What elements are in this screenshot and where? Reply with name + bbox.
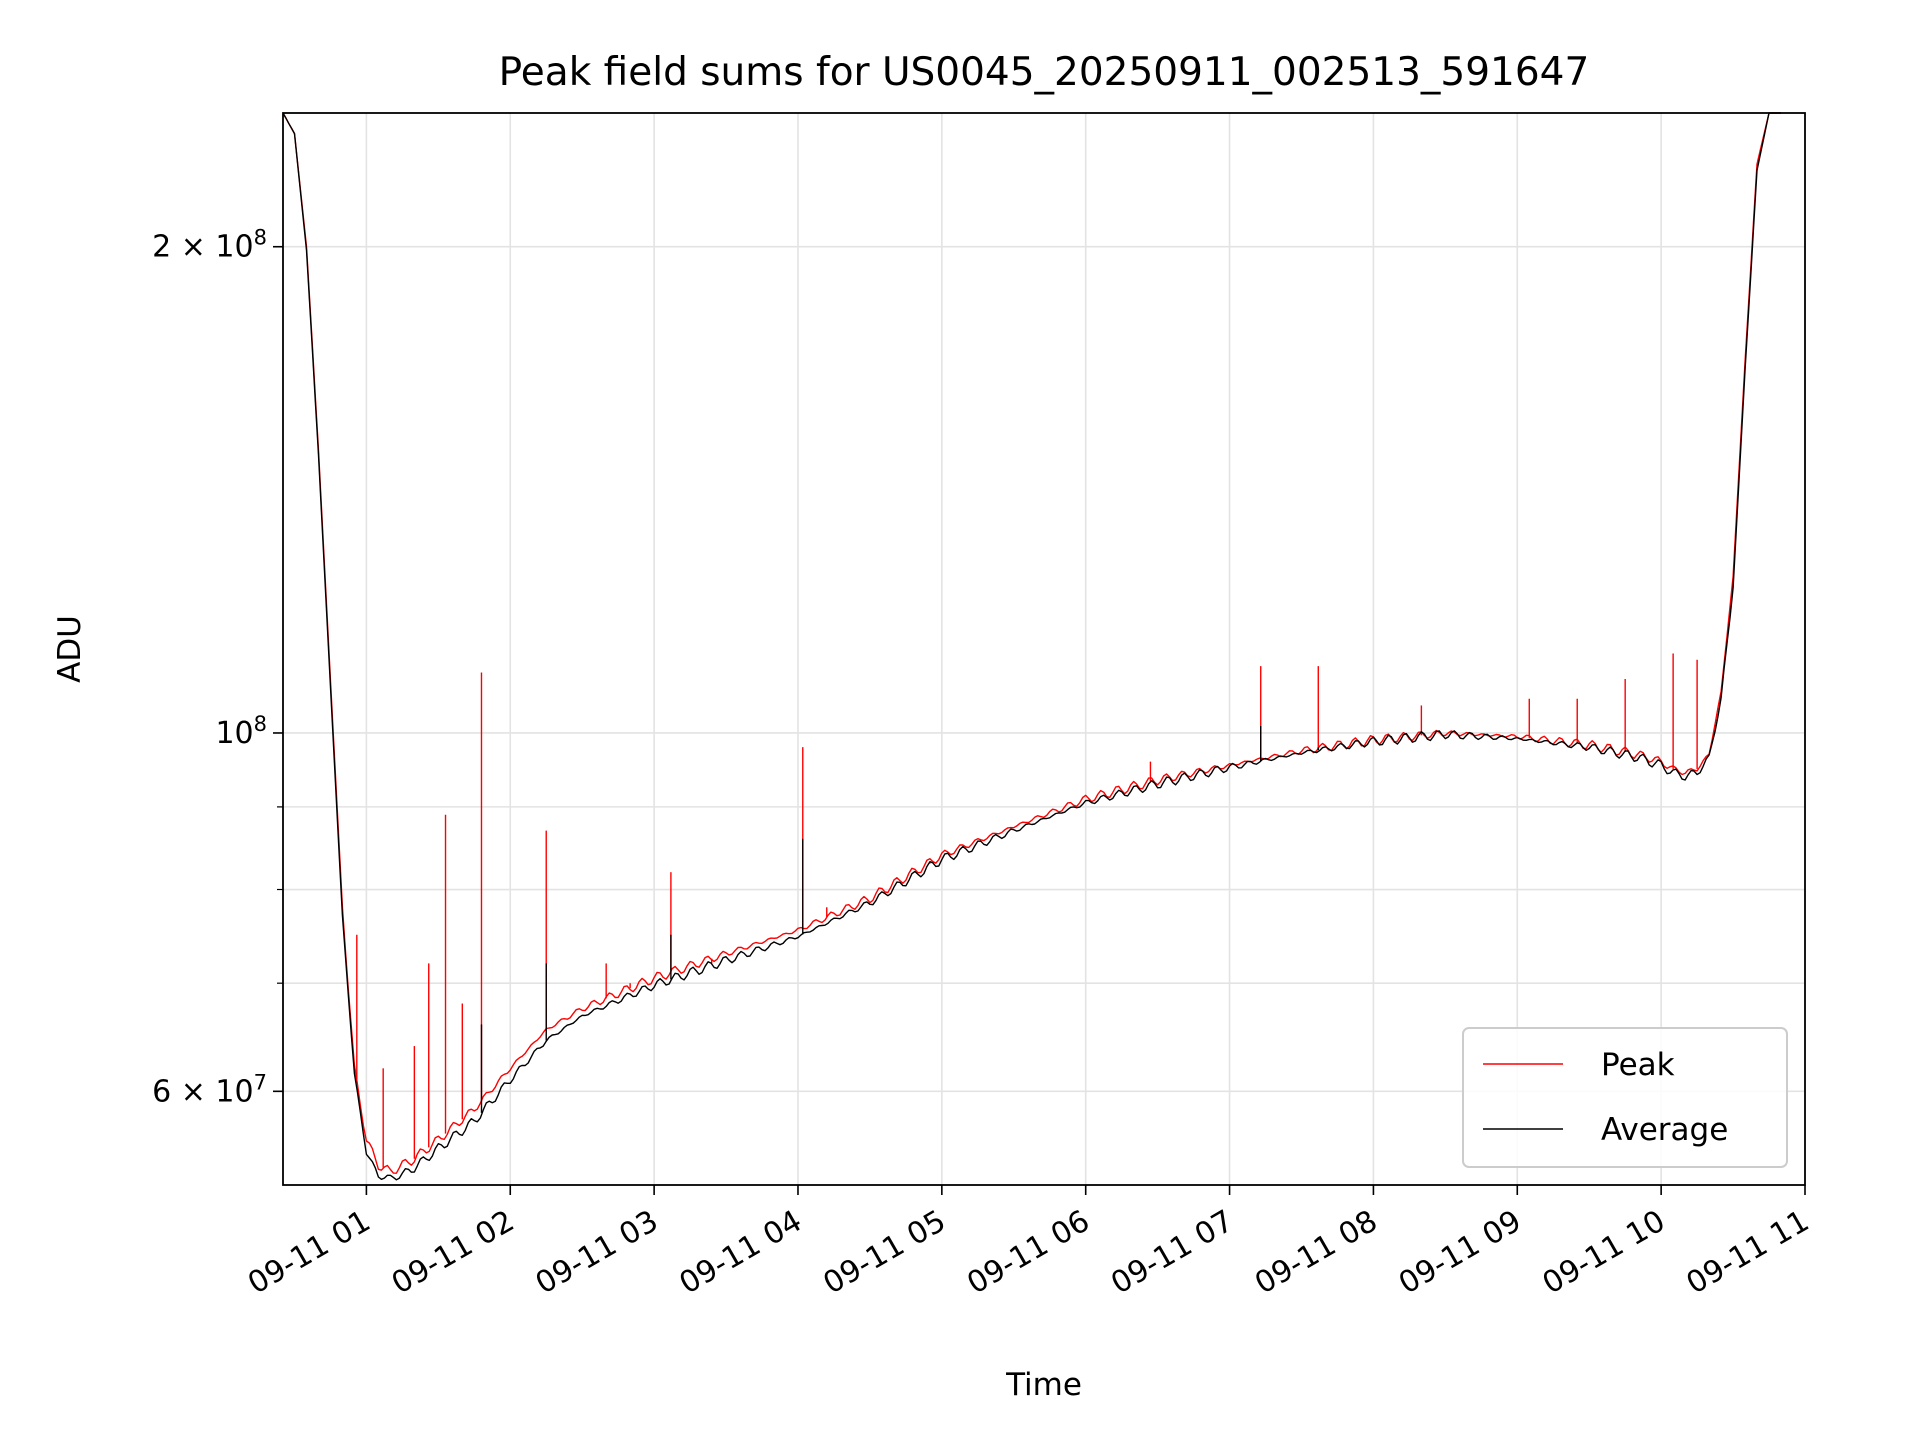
legend: Peak Average [1462, 1027, 1788, 1168]
legend-average-label: Average [1601, 1112, 1728, 1148]
series-average [282, 112, 1781, 1181]
legend-frame [1462, 1027, 1788, 1168]
plot-frame [282, 112, 1806, 1186]
series-line-peak [282, 112, 1781, 1174]
y-tick-label: 2 × 108 [152, 226, 267, 265]
y-tick-label: 6 × 107 [152, 1070, 267, 1109]
legend-peak-label: Peak [1601, 1047, 1675, 1083]
chart-title: Peak field sums for US0045_20250911_0025… [499, 50, 1590, 95]
series-lines [282, 112, 1781, 1181]
y-axis-label: ADU [52, 615, 88, 683]
y-tick-label: 108 [215, 712, 267, 751]
x-axis-label: Time [1005, 1367, 1082, 1403]
series-peak [282, 112, 1781, 1174]
series-line-average [282, 112, 1781, 1181]
